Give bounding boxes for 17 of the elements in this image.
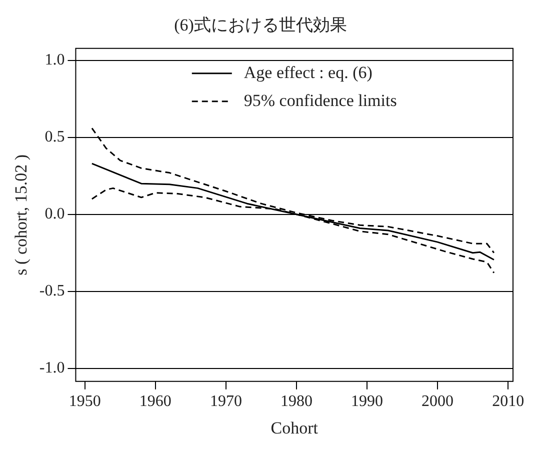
y-axis-title: s ( cohort, 15.02 )	[12, 154, 31, 276]
legend-label: Age effect : eq. (6)	[244, 62, 372, 82]
x-tick-label: 1960	[139, 393, 172, 410]
chart-title: (6)式における世代効果	[174, 16, 347, 35]
x-tick-label: 1990	[351, 393, 384, 410]
x-tick-label: 1970	[210, 393, 242, 410]
y-tick-label: -1.0	[39, 360, 65, 377]
y-tick-label: 1.0	[44, 52, 65, 69]
x-tick-label: 1980	[280, 393, 312, 410]
x-tick-label: 1950	[68, 393, 101, 410]
legend-label: 95% confidence limits	[244, 90, 397, 110]
y-tick-label: 0.5	[44, 128, 65, 146]
y-tick-label: -0.5	[39, 282, 65, 300]
y-tick-label: 0.0	[44, 206, 65, 223]
x-tick-label: 2000	[422, 393, 454, 410]
x-tick-label: 2010	[492, 393, 524, 410]
x-axis-title: Cohort	[270, 418, 318, 438]
